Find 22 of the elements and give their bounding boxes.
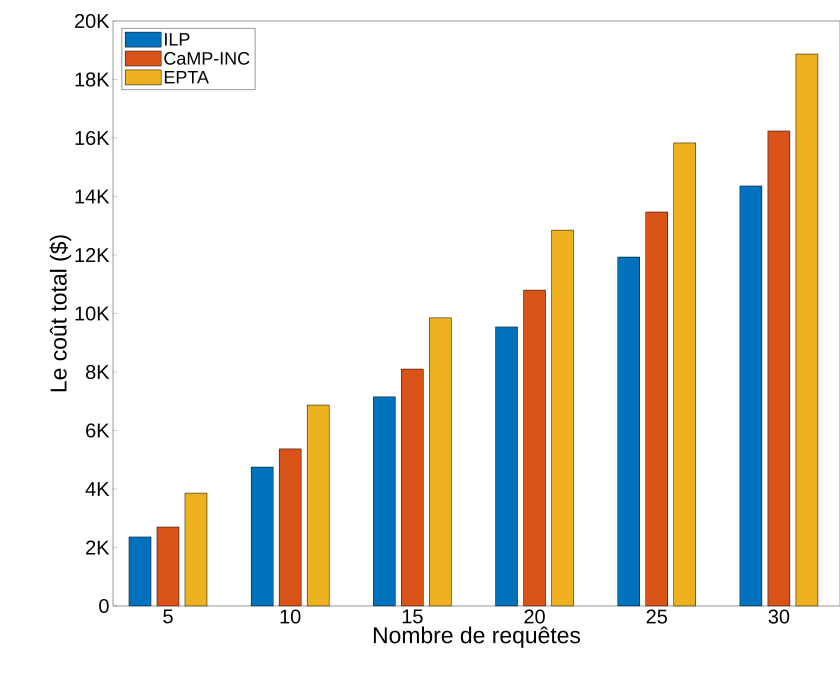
x-axis-title: Nombre de requêtes: [374, 626, 580, 648]
legend-label: CaMP-INC: [164, 52, 250, 65]
x-tick-label: 25: [646, 610, 667, 624]
y-tick-label: 4K: [86, 482, 110, 496]
y-tick-label: 12K: [76, 248, 110, 262]
legend-label: EPTA: [164, 71, 209, 84]
y-axis-title: Le coût total ($): [49, 235, 72, 392]
y-tick-label: 2K: [86, 540, 110, 554]
y-tick-label: 20K: [75, 14, 110, 28]
legend-label: ILP: [165, 33, 190, 46]
x-tick-label: 20: [524, 610, 545, 624]
x-tick-label: 15: [402, 610, 423, 624]
y-tick-label: 0: [99, 598, 109, 614]
y-tick-label: 8K: [86, 364, 110, 380]
y-tick-label: 6K: [86, 423, 110, 438]
y-tick-label: 16K: [76, 130, 110, 146]
y-tick-label: 10K: [76, 306, 110, 321]
x-tick-label: 10: [280, 610, 300, 624]
y-tick-label: 14K: [76, 190, 110, 204]
x-tick-label: 5: [163, 610, 173, 624]
y-tick-label: 18K: [76, 72, 110, 87]
x-tick-label: 30: [768, 610, 790, 624]
